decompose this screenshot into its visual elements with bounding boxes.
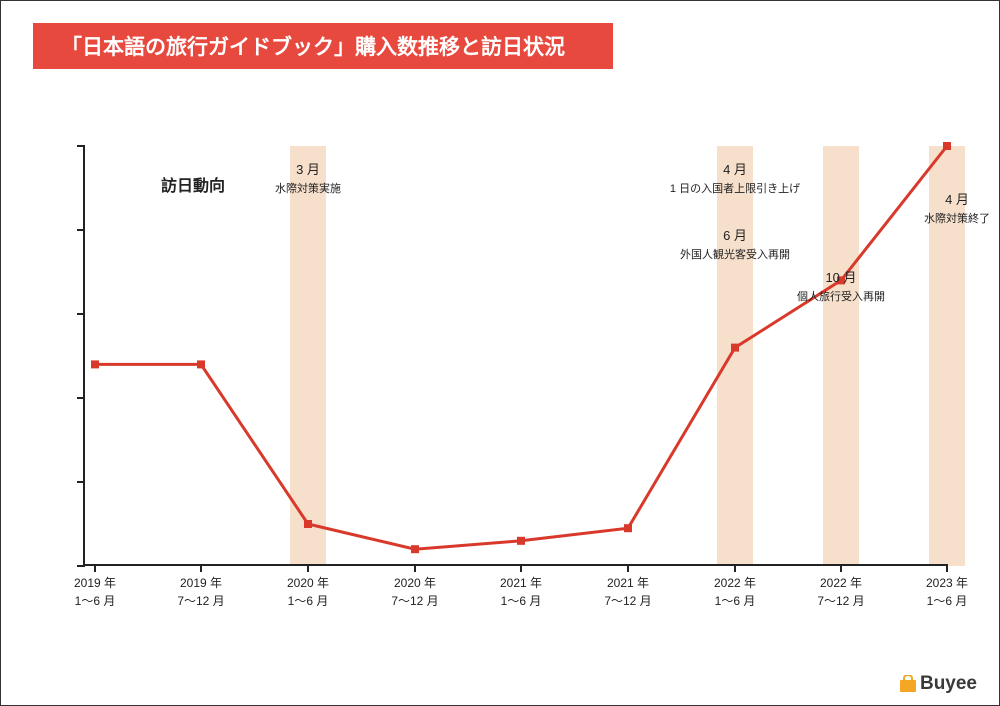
annotation-month: 4 月 (670, 160, 800, 181)
y-tick (77, 229, 85, 231)
title-bar: 「日本語の旅行ガイドブック」購入数推移と訪日状況 (33, 23, 613, 69)
buyee-logo: Buyee (898, 673, 977, 695)
annotation: 4 月水際対策終了 (924, 190, 990, 228)
x-tick (94, 564, 96, 572)
y-tick (77, 397, 85, 399)
markers-group (92, 143, 951, 553)
x-axis-label: 2022 年7～12 月 (793, 574, 889, 610)
trend-label: 訪日動向 (161, 172, 225, 196)
logo-text: Buyee (920, 673, 977, 695)
line-chart-svg (83, 146, 947, 566)
annotation-text: 水際対策終了 (924, 213, 990, 225)
annotation-text: 1 日の入国者上限引き上げ (670, 183, 800, 195)
x-tick (307, 564, 309, 572)
x-axis-label: 2020 年1～6 月 (260, 574, 356, 610)
y-tick (77, 145, 85, 147)
annotation-month: 3 月 (275, 160, 341, 181)
data-marker (92, 361, 99, 368)
data-marker (198, 361, 205, 368)
line-path (95, 146, 947, 549)
data-marker (944, 143, 951, 150)
x-axis-label: 2020 年7～12 月 (367, 574, 463, 610)
x-tick (414, 564, 416, 572)
data-marker (625, 525, 632, 532)
x-axis-label: 2022 年1～6 月 (687, 574, 783, 610)
data-marker (412, 546, 419, 553)
x-axis-label: 2023 年1～6 月 (899, 574, 995, 610)
x-tick (200, 564, 202, 572)
x-axis-label: 2019 年7～12 月 (153, 574, 249, 610)
x-axis-label: 2021 年1～6 月 (473, 574, 569, 610)
annotation: 6 月外国人観光客受入再開 (680, 226, 790, 264)
annotation: 10 月個人旅行受入再開 (797, 268, 885, 306)
annotation: 3 月水際対策実施 (275, 160, 341, 198)
x-tick (520, 564, 522, 572)
y-tick (77, 565, 85, 567)
data-marker (518, 537, 525, 544)
data-marker (732, 344, 739, 351)
x-tick (946, 564, 948, 572)
chart-container: 「日本語の旅行ガイドブック」購入数推移と訪日状況 訪日動向 2019 年1～6 … (0, 0, 1000, 706)
chart-area: 訪日動向 2019 年1～6 月2019 年7～12 月2020 年1～6 月2… (83, 146, 947, 566)
y-tick (77, 313, 85, 315)
annotation-month: 4 月 (924, 190, 990, 211)
shopping-bag-icon (898, 675, 918, 693)
annotation-month: 6 月 (680, 226, 790, 247)
annotation-text: 水際対策実施 (275, 183, 341, 195)
data-marker (305, 521, 312, 528)
x-tick (627, 564, 629, 572)
x-tick (840, 564, 842, 572)
x-axis-label: 2021 年7～12 月 (580, 574, 676, 610)
x-axis-label: 2019 年1～6 月 (47, 574, 143, 610)
y-tick (77, 481, 85, 483)
title-text: 「日本語の旅行ガイドブック」購入数推移と訪日状況 (61, 31, 565, 61)
annotation-month: 10 月 (797, 268, 885, 289)
x-tick (734, 564, 736, 572)
annotation: 4 月 1 日の入国者上限引き上げ (670, 160, 800, 198)
annotation-text: 個人旅行受入再開 (797, 291, 885, 303)
annotation-text: 外国人観光客受入再開 (680, 249, 790, 261)
